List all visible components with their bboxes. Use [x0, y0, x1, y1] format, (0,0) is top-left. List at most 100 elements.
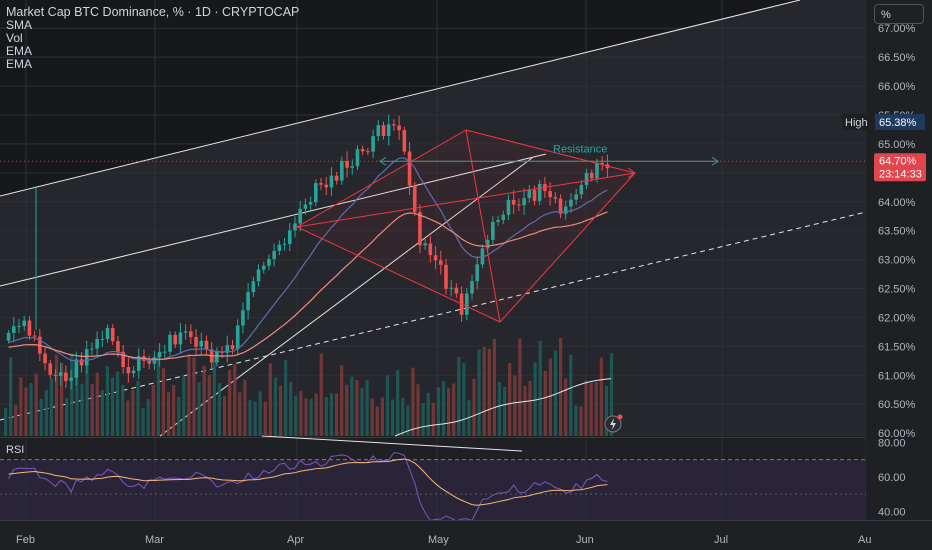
- candle-body: [402, 130, 407, 152]
- volume-bar: [375, 406, 379, 436]
- candle-body: [100, 338, 105, 340]
- candle-body: [147, 360, 151, 364]
- volume-bar: [192, 357, 196, 436]
- channel-mid-line: [0, 153, 547, 287]
- candle-body: [537, 183, 542, 201]
- indicator-ema-1[interactable]: EMA: [6, 44, 33, 58]
- indicator-sma[interactable]: SMA: [6, 18, 33, 32]
- indicator-ema-2[interactable]: EMA: [6, 57, 33, 71]
- volume-bar: [360, 387, 364, 436]
- candle-body: [282, 243, 287, 245]
- volume-bar: [553, 350, 558, 436]
- price-tick-label: 66.00%: [878, 81, 916, 93]
- volume-bar: [441, 381, 446, 436]
- candle-body: [491, 221, 495, 240]
- channel-upper-line: [0, 0, 801, 197]
- candle-body: [532, 189, 537, 201]
- candle-body: [241, 310, 245, 326]
- candle-body: [449, 287, 453, 289]
- candle-body: [53, 374, 58, 376]
- price-tick-label: 60.00%: [878, 428, 916, 440]
- candle-body: [64, 372, 68, 381]
- rsi-tick-label: 40.00: [878, 506, 906, 518]
- high-value: 65.38%: [879, 117, 917, 129]
- candle-body: [183, 331, 188, 333]
- volume-bar: [502, 386, 507, 436]
- volume-bar: [116, 371, 120, 436]
- arrow-head: [627, 167, 636, 174]
- candle-body: [589, 172, 594, 179]
- candle-body: [553, 197, 558, 199]
- candle-body: [558, 198, 563, 214]
- volume-bar: [49, 378, 54, 436]
- volume-bar: [70, 353, 74, 436]
- candle-body: [136, 356, 141, 371]
- candle-body: [548, 191, 552, 198]
- volume-bar: [487, 348, 491, 436]
- volume-bar: [518, 338, 522, 436]
- time-tick-label: Feb: [16, 534, 35, 546]
- volume-bar: [609, 353, 614, 436]
- volume-bar: [309, 398, 313, 436]
- rsi-tick-label: 80.00: [878, 437, 906, 449]
- time-tick-label: Mar: [145, 534, 164, 546]
- price-tick-label: 62.00%: [878, 312, 916, 324]
- price-tick-label: 62.50%: [878, 284, 916, 296]
- volume-bar: [253, 401, 257, 436]
- volume-bar: [110, 377, 115, 436]
- volume-bar: [238, 392, 242, 436]
- candle-body: [366, 151, 370, 153]
- countdown: 23:14:33: [879, 168, 922, 180]
- candle-body: [121, 351, 125, 367]
- volume-bar: [334, 393, 339, 436]
- volume-bar: [584, 380, 588, 436]
- volume-bar: [431, 402, 435, 436]
- candle-body: [178, 332, 183, 345]
- volume-bar: [294, 395, 298, 436]
- price-tick-label: 67.00%: [878, 23, 916, 35]
- volume-bar: [340, 365, 344, 436]
- candle-body: [79, 359, 84, 366]
- candle-body: [392, 124, 396, 126]
- candle-body: [173, 334, 178, 345]
- volume-bar: [380, 397, 384, 436]
- price-axis: [866, 0, 932, 550]
- candle-body: [314, 183, 318, 203]
- volume-bar: [284, 359, 288, 436]
- high-label-bg: [842, 113, 880, 130]
- candle-body: [569, 199, 573, 207]
- volume-bar: [268, 363, 272, 436]
- volume-bar: [136, 380, 140, 436]
- candle-body: [194, 336, 198, 347]
- price-tick-label: 65.00%: [878, 139, 916, 151]
- indicator-vol[interactable]: Vol: [6, 31, 23, 45]
- high-label: High: [845, 117, 868, 129]
- unit-toggle-button[interactable]: %: [874, 4, 924, 24]
- candle-body: [12, 326, 16, 333]
- candle-body: [376, 125, 381, 137]
- volume-bar: [446, 388, 451, 436]
- volume-bar: [574, 405, 578, 436]
- volume-bar: [324, 397, 328, 436]
- channel-inner-line: [159, 157, 533, 437]
- candle-body: [235, 325, 240, 350]
- candle-body: [17, 325, 21, 327]
- volume-bar: [19, 377, 23, 436]
- candle-body: [43, 353, 47, 364]
- volume-bar: [80, 383, 84, 436]
- candle-body: [27, 320, 32, 336]
- resistance-arrow-right: [711, 156, 719, 166]
- volume-bar: [467, 400, 471, 436]
- volume-bar: [421, 403, 425, 436]
- candle-body: [345, 161, 349, 168]
- candle-body: [303, 204, 308, 209]
- candle-body: [527, 189, 532, 199]
- volume-bar: [278, 385, 283, 436]
- volume-bar: [34, 373, 38, 436]
- candle-body: [470, 281, 474, 294]
- candle-body: [6, 332, 11, 341]
- candle-body: [397, 125, 401, 131]
- candle-body: [428, 243, 433, 256]
